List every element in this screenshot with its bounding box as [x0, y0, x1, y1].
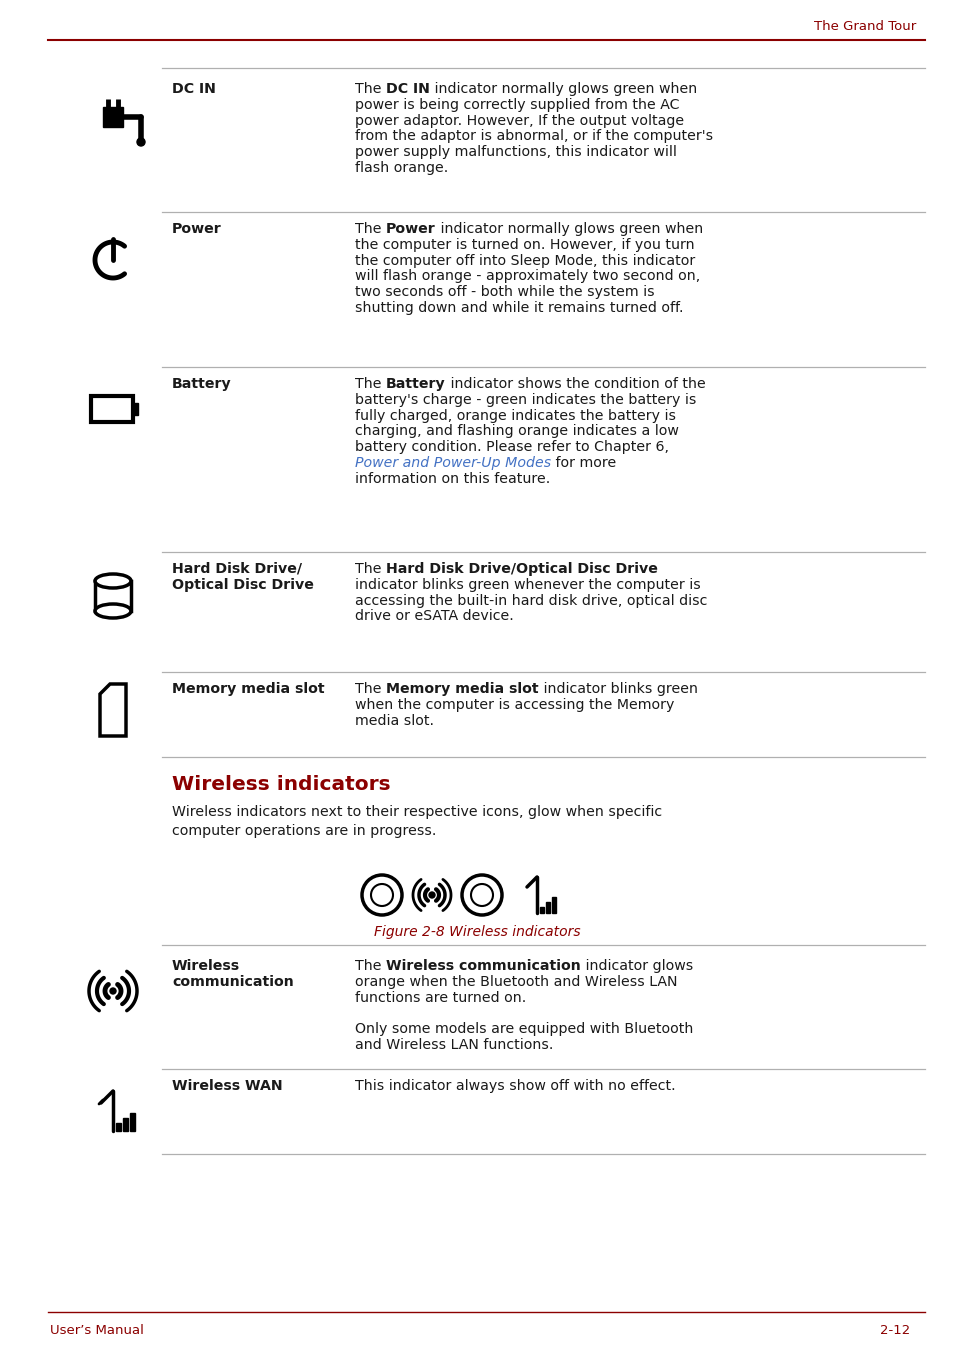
- Text: information on this feature.: information on this feature.: [355, 472, 550, 485]
- Circle shape: [361, 875, 401, 915]
- Text: power is being correctly supplied from the AC: power is being correctly supplied from t…: [355, 97, 679, 112]
- Text: battery condition. Please refer to Chapter 6,: battery condition. Please refer to Chapt…: [355, 441, 668, 454]
- Circle shape: [471, 884, 493, 906]
- Text: 2-12: 2-12: [879, 1324, 909, 1337]
- Text: User’s Manual: User’s Manual: [50, 1324, 144, 1337]
- Text: for more: for more: [551, 456, 616, 470]
- FancyBboxPatch shape: [539, 907, 543, 913]
- Text: power adaptor. However, If the output voltage: power adaptor. However, If the output vo…: [355, 114, 683, 127]
- Text: power supply malfunctions, this indicator will: power supply malfunctions, this indicato…: [355, 145, 677, 160]
- Text: Wireless WAN: Wireless WAN: [172, 1079, 282, 1092]
- Text: the computer is turned on. However, if you turn: the computer is turned on. However, if y…: [355, 238, 694, 251]
- Polygon shape: [100, 684, 126, 735]
- Text: Power: Power: [386, 222, 436, 237]
- Text: when the computer is accessing the Memory: when the computer is accessing the Memor…: [355, 698, 674, 711]
- Text: Power and Power-Up Modes: Power and Power-Up Modes: [355, 456, 551, 470]
- Text: The: The: [355, 562, 386, 576]
- Text: The: The: [355, 377, 386, 391]
- Text: fully charged, orange indicates the battery is: fully charged, orange indicates the batt…: [355, 408, 676, 423]
- Text: The: The: [355, 222, 386, 237]
- Text: battery's charge - green indicates the battery is: battery's charge - green indicates the b…: [355, 393, 696, 407]
- Text: indicator glows: indicator glows: [580, 959, 692, 973]
- FancyBboxPatch shape: [545, 902, 550, 913]
- Text: media slot.: media slot.: [355, 714, 434, 727]
- Circle shape: [461, 875, 501, 915]
- Text: orange when the Bluetooth and Wireless LAN: orange when the Bluetooth and Wireless L…: [355, 975, 677, 988]
- Text: Optical Disc Drive: Optical Disc Drive: [172, 579, 314, 592]
- Text: Wireless: Wireless: [172, 959, 240, 973]
- Text: indicator normally glows green when: indicator normally glows green when: [436, 222, 702, 237]
- Text: Wireless indicators: Wireless indicators: [172, 775, 390, 794]
- Text: The: The: [355, 959, 386, 973]
- Text: two seconds off - both while the system is: two seconds off - both while the system …: [355, 285, 654, 299]
- Text: shutting down and while it remains turned off.: shutting down and while it remains turne…: [355, 301, 682, 315]
- Text: functions are turned on.: functions are turned on.: [355, 991, 526, 1005]
- Circle shape: [110, 988, 116, 994]
- Ellipse shape: [95, 604, 131, 618]
- Text: The Grand Tour: The Grand Tour: [813, 20, 915, 34]
- Text: Power: Power: [172, 222, 221, 237]
- Text: flash orange.: flash orange.: [355, 161, 448, 174]
- Text: the computer off into Sleep Mode, this indicator: the computer off into Sleep Mode, this i…: [355, 254, 695, 268]
- Circle shape: [429, 892, 435, 898]
- Text: The: The: [355, 681, 386, 696]
- Text: and Wireless LAN functions.: and Wireless LAN functions.: [355, 1038, 553, 1052]
- FancyBboxPatch shape: [131, 1113, 135, 1132]
- Ellipse shape: [95, 575, 131, 588]
- FancyBboxPatch shape: [91, 396, 132, 422]
- Text: This indicator always show off with no effect.: This indicator always show off with no e…: [355, 1079, 675, 1092]
- Text: indicator blinks green whenever the computer is: indicator blinks green whenever the comp…: [355, 577, 700, 592]
- Text: DC IN: DC IN: [386, 82, 430, 96]
- Text: from the adaptor is abnormal, or if the computer's: from the adaptor is abnormal, or if the …: [355, 130, 713, 143]
- Text: charging, and flashing orange indicates a low: charging, and flashing orange indicates …: [355, 425, 679, 438]
- Text: Memory media slot: Memory media slot: [172, 681, 324, 696]
- Text: Hard Disk Drive/Optical Disc Drive: Hard Disk Drive/Optical Disc Drive: [386, 562, 658, 576]
- FancyBboxPatch shape: [132, 403, 138, 415]
- FancyBboxPatch shape: [95, 581, 131, 611]
- Text: Only some models are equipped with Bluetooth: Only some models are equipped with Bluet…: [355, 1022, 693, 1036]
- Text: The: The: [355, 82, 386, 96]
- Text: indicator shows the condition of the: indicator shows the condition of the: [445, 377, 705, 391]
- Text: Battery: Battery: [386, 377, 445, 391]
- Text: communication: communication: [172, 975, 294, 990]
- Text: Hard Disk Drive/: Hard Disk Drive/: [172, 562, 302, 576]
- Text: Wireless indicators next to their respective icons, glow when specific
computer : Wireless indicators next to their respec…: [172, 804, 661, 838]
- Circle shape: [371, 884, 393, 906]
- FancyBboxPatch shape: [123, 1118, 129, 1132]
- Circle shape: [137, 138, 145, 146]
- Text: drive or eSATA device.: drive or eSATA device.: [355, 610, 514, 623]
- Text: DC IN: DC IN: [172, 82, 215, 96]
- Text: Figure 2-8 Wireless indicators: Figure 2-8 Wireless indicators: [374, 925, 579, 940]
- Text: Battery: Battery: [172, 377, 232, 391]
- Text: indicator blinks green: indicator blinks green: [538, 681, 697, 696]
- Text: indicator normally glows green when: indicator normally glows green when: [430, 82, 697, 96]
- Text: Memory media slot: Memory media slot: [386, 681, 538, 696]
- FancyBboxPatch shape: [103, 107, 123, 127]
- FancyBboxPatch shape: [116, 1124, 121, 1132]
- FancyBboxPatch shape: [552, 896, 556, 913]
- Text: will flash orange - approximately two second on,: will flash orange - approximately two se…: [355, 269, 700, 284]
- Text: accessing the built-in hard disk drive, optical disc: accessing the built-in hard disk drive, …: [355, 594, 706, 607]
- Text: Wireless communication: Wireless communication: [386, 959, 580, 973]
